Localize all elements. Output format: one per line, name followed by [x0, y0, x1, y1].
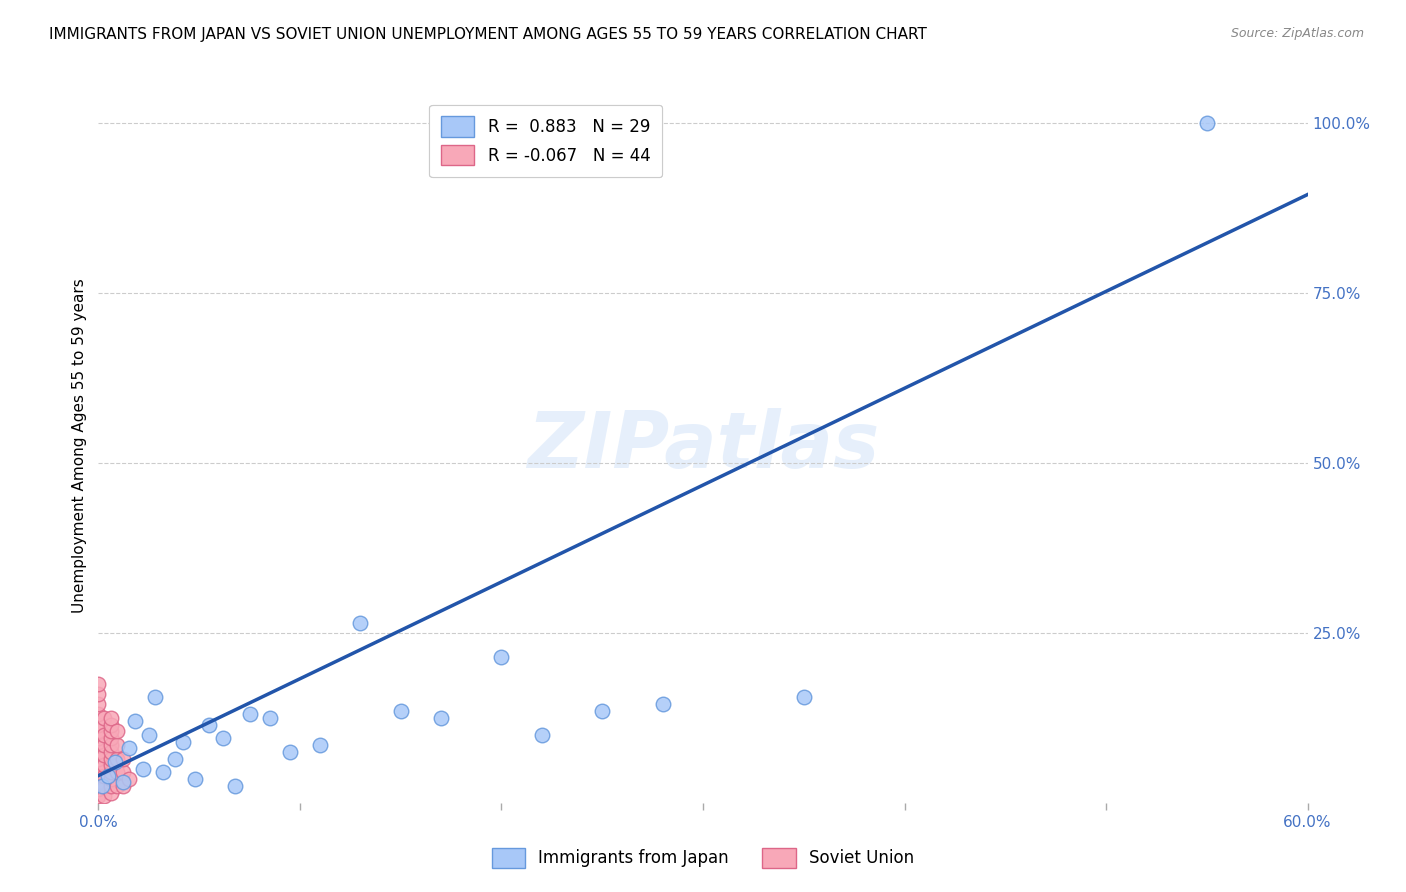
Text: Source: ZipAtlas.com: Source: ZipAtlas.com [1230, 27, 1364, 40]
Text: IMMIGRANTS FROM JAPAN VS SOVIET UNION UNEMPLOYMENT AMONG AGES 55 TO 59 YEARS COR: IMMIGRANTS FROM JAPAN VS SOVIET UNION UN… [49, 27, 927, 42]
Point [93, 779, 115, 793]
Point [87, 789, 110, 803]
Point [309, 738, 332, 752]
Point [100, 786, 122, 800]
Point [87, 724, 110, 739]
Point [100, 731, 122, 746]
Point [389, 704, 412, 718]
Point [100, 717, 122, 731]
Point [91, 779, 114, 793]
Point [111, 765, 134, 780]
Point [93, 758, 115, 772]
Point [530, 728, 553, 742]
Y-axis label: Unemployment Among Ages 55 to 59 years: Unemployment Among Ages 55 to 59 years [72, 278, 87, 614]
Point [87, 745, 110, 759]
Point [111, 779, 134, 793]
Point [172, 734, 194, 748]
Point [87, 717, 110, 731]
Point [87, 738, 110, 752]
Point [87, 687, 110, 701]
Point [105, 779, 128, 793]
Point [100, 772, 122, 786]
Point [100, 765, 122, 780]
Point [87, 769, 110, 783]
Point [212, 731, 235, 746]
Point [100, 724, 122, 739]
Point [118, 772, 141, 786]
Point [87, 731, 110, 746]
Point [100, 711, 122, 725]
Point [224, 779, 246, 793]
Point [118, 741, 141, 756]
Point [105, 724, 128, 739]
Point [349, 615, 371, 630]
Point [111, 775, 134, 789]
Point [100, 779, 122, 793]
Point [1195, 116, 1218, 130]
Point [111, 751, 134, 765]
Point [87, 751, 110, 765]
Point [591, 704, 613, 718]
Point [491, 649, 513, 664]
Point [87, 782, 110, 797]
Point [278, 745, 301, 759]
Point [152, 765, 174, 780]
Point [100, 738, 122, 752]
Point [793, 690, 815, 705]
Point [124, 714, 146, 729]
Point [87, 677, 110, 691]
Point [93, 738, 115, 752]
Point [100, 745, 122, 759]
Point [132, 762, 155, 776]
Point [87, 698, 110, 712]
Point [100, 751, 122, 765]
Text: ZIPatlas: ZIPatlas [527, 408, 879, 484]
Point [105, 765, 128, 780]
Point [259, 711, 281, 725]
Point [163, 751, 186, 765]
Point [198, 717, 221, 731]
Point [430, 711, 453, 725]
Point [93, 769, 115, 783]
Point [103, 755, 125, 769]
Point [143, 690, 166, 705]
Point [93, 711, 115, 725]
Point [239, 707, 262, 722]
Legend: R =  0.883   N = 29, R = -0.067   N = 44: R = 0.883 N = 29, R = -0.067 N = 44 [429, 104, 662, 177]
Point [87, 775, 110, 789]
Point [93, 728, 115, 742]
Point [184, 772, 207, 786]
Point [105, 738, 128, 752]
Point [138, 728, 160, 742]
Point [651, 698, 673, 712]
Point [93, 748, 115, 763]
Point [105, 751, 128, 765]
Point [100, 758, 122, 772]
Point [97, 769, 120, 783]
Point [87, 707, 110, 722]
Point [93, 789, 115, 803]
Point [87, 758, 110, 772]
Legend: Immigrants from Japan, Soviet Union: Immigrants from Japan, Soviet Union [485, 841, 921, 875]
